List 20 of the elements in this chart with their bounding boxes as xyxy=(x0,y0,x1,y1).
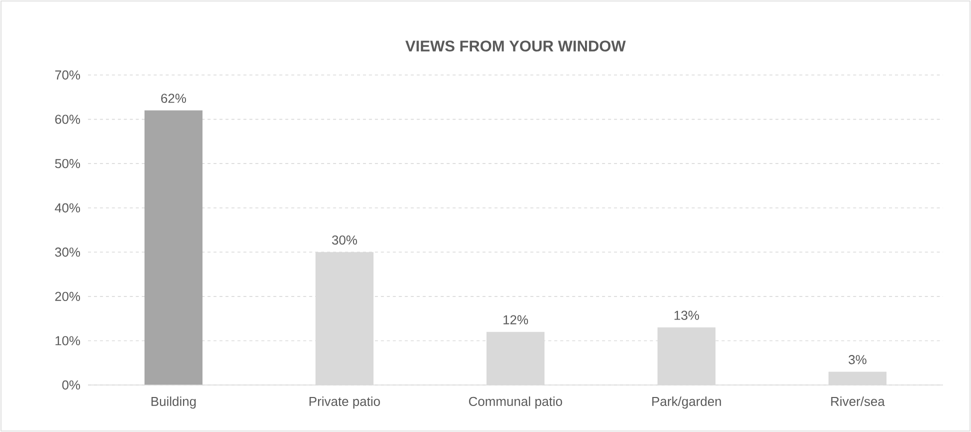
y-tick-label: 70% xyxy=(55,70,80,80)
x-tick-label: Building xyxy=(152,396,196,409)
data-label: 13% xyxy=(674,310,700,320)
bar xyxy=(144,110,202,385)
x-tick-label: River/sea xyxy=(831,396,885,406)
x-tick-label: Private patio xyxy=(310,396,380,409)
x-tick-label: Park/garden xyxy=(652,396,721,409)
data-label: 30% xyxy=(332,235,358,245)
y-tick-label: 60% xyxy=(55,114,80,124)
y-tick-label: 20% xyxy=(55,292,80,302)
data-label: 3% xyxy=(848,355,866,364)
data-label: 12% xyxy=(504,315,528,324)
data-label: 62% xyxy=(161,94,186,103)
y-tick-label: 50% xyxy=(55,158,80,168)
y-tick-label: 40% xyxy=(54,203,80,212)
chart-title: VIEWS FROM YOUR WINDOW xyxy=(405,40,626,52)
x-tick-label: Communal patio xyxy=(469,396,562,409)
y-tick-label: 0% xyxy=(62,380,80,390)
y-tick-label: 10% xyxy=(56,336,80,346)
y-tick-label: 30% xyxy=(55,248,80,257)
